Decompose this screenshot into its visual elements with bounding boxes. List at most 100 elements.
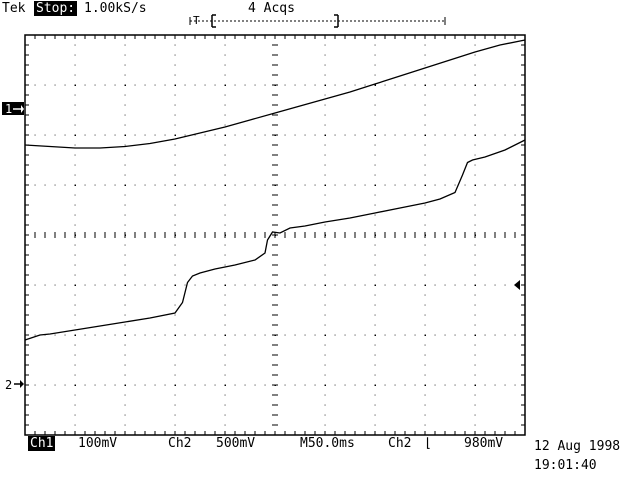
grid-dot (424, 104, 426, 106)
grid-dot (124, 134, 126, 136)
grid-dot (354, 134, 356, 136)
grid-dot (394, 284, 396, 286)
grid-dot (124, 414, 126, 416)
grid-dot (174, 314, 176, 316)
grid-dot (244, 184, 246, 186)
grid-dot (74, 324, 76, 326)
grid-dot (324, 344, 326, 346)
grid-dot (224, 44, 226, 46)
grid-dot (474, 204, 476, 206)
grid-dot (354, 184, 356, 186)
grid-dot (324, 314, 326, 316)
run-stop-status[interactable]: Stop: (34, 1, 78, 16)
grid-dot (44, 384, 46, 386)
grid-dot (374, 114, 376, 116)
grid-dot (54, 284, 56, 286)
grid-dot (334, 384, 336, 386)
grid-dot (234, 84, 236, 86)
grid-dot (424, 214, 426, 216)
grid-dot (384, 84, 386, 86)
grid-dot (324, 424, 326, 426)
grid-dot (504, 334, 506, 336)
grid-dot (324, 364, 326, 366)
grid-dot (224, 374, 226, 376)
grid-dot (374, 254, 376, 256)
grid-dot (324, 154, 326, 156)
grid-dot (164, 334, 166, 336)
grid-dot (364, 134, 366, 136)
grid-dot (324, 124, 326, 126)
grid-dot (304, 334, 306, 336)
grid-dot (174, 264, 176, 266)
grid-dot (164, 384, 166, 386)
grid-dot (354, 334, 356, 336)
grid-dot (204, 284, 206, 286)
grid-dot (304, 384, 306, 386)
grid-dot (174, 174, 176, 176)
grid-dot (284, 84, 286, 86)
grid-dot (424, 124, 426, 126)
ch2-ground-marker[interactable]: 2 (5, 378, 24, 392)
trigger-position-marker[interactable]: T (193, 14, 200, 27)
grid-dot (374, 194, 376, 196)
grid-dot (74, 304, 76, 306)
grid-dot (484, 184, 486, 186)
grid-dot (174, 194, 176, 196)
grid-dot (474, 154, 476, 156)
grid-dot (64, 284, 66, 286)
grid-dot (494, 384, 496, 386)
grid-dot (424, 394, 426, 396)
grid-dot (424, 304, 426, 306)
grid-dot (174, 244, 176, 246)
grid-dot (124, 204, 126, 206)
grid-dot (334, 334, 336, 336)
grid-dot (504, 384, 506, 386)
grid-dot (434, 334, 436, 336)
grid-dot (284, 334, 286, 336)
grid-dot (224, 204, 226, 206)
grid-dot (234, 334, 236, 336)
grid-dot (134, 284, 136, 286)
grid-dot (474, 304, 476, 306)
grid-dot (254, 334, 256, 336)
grid-dot (134, 384, 136, 386)
grid-dot (244, 334, 246, 336)
grid-dot (264, 184, 266, 186)
grid-dot (124, 124, 126, 126)
grid-dot (74, 184, 76, 186)
grid-dot (374, 154, 376, 156)
grid-dot (474, 54, 476, 56)
grid-dot (74, 224, 76, 226)
grid-dot (114, 184, 116, 186)
grid-dot (374, 354, 376, 356)
grid-dot (224, 244, 226, 246)
trigger-level-arrow[interactable] (514, 280, 520, 290)
grid-dot (404, 134, 406, 136)
grid-dot (124, 84, 126, 86)
grid-dot (374, 404, 376, 406)
grid-dot (464, 84, 466, 86)
grid-dot (94, 334, 96, 336)
ch1-ground-marker[interactable]: 1 (2, 102, 24, 116)
grid-dot (374, 134, 376, 136)
timebase: M50.0ms (300, 436, 355, 451)
ch2-label[interactable]: Ch2 (168, 436, 192, 451)
grid-dot (74, 394, 76, 396)
grid-dot (224, 394, 226, 396)
grid-dot (344, 384, 346, 386)
grid-dot (414, 184, 416, 186)
grid-dot (184, 134, 186, 136)
grid-dot (324, 224, 326, 226)
grid-dot (374, 284, 376, 286)
grid-dot (374, 214, 376, 216)
grid-dot (434, 134, 436, 136)
grid-dot (124, 314, 126, 316)
grid-dot (224, 154, 226, 156)
grid-dot (134, 84, 136, 86)
grid-dot (424, 74, 426, 76)
grid-dot (124, 114, 126, 116)
grid-dot (364, 84, 366, 86)
ch1-label[interactable]: Ch1 (28, 436, 56, 451)
grid-dot (474, 74, 476, 76)
grid-dot (474, 294, 476, 296)
